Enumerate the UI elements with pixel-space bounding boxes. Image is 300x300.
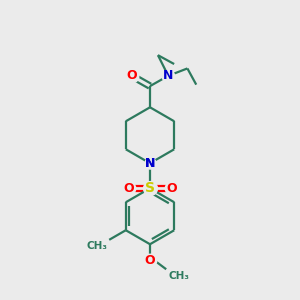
- Text: N: N: [145, 157, 155, 170]
- Text: CH₃: CH₃: [168, 271, 189, 281]
- Text: CH₃: CH₃: [87, 241, 108, 251]
- Text: O: O: [145, 254, 155, 267]
- Text: S: S: [145, 181, 155, 195]
- Text: N: N: [145, 157, 155, 170]
- Text: O: O: [124, 182, 134, 195]
- Text: O: O: [126, 69, 137, 82]
- Text: O: O: [166, 182, 176, 195]
- Text: N: N: [163, 69, 173, 82]
